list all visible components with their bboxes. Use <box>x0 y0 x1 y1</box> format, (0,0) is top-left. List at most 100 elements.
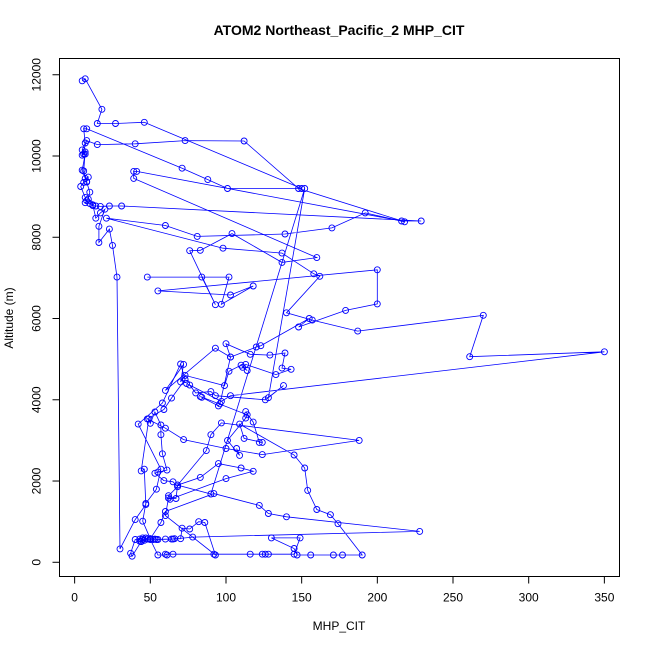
data-point <box>160 406 168 413</box>
data-point <box>140 465 148 473</box>
data-point <box>239 363 247 371</box>
data-point <box>131 140 139 148</box>
data-point <box>225 367 233 375</box>
x-tick-label: 50 <box>144 591 158 605</box>
data-point <box>264 394 272 402</box>
data-point <box>154 287 162 295</box>
data-point <box>280 382 287 390</box>
data-point <box>354 327 362 335</box>
x-tick-label: 100 <box>216 591 236 605</box>
data-point <box>373 300 381 308</box>
data-point <box>246 350 254 358</box>
data-point <box>84 173 92 181</box>
data-point <box>181 376 189 383</box>
data-point <box>161 386 169 394</box>
data-point <box>161 508 169 515</box>
data-point <box>221 382 228 390</box>
x-tick-label: 250 <box>443 591 463 605</box>
data-point <box>355 436 363 444</box>
data-point <box>287 365 295 373</box>
x-axis: 0 50 100 150 200 250 300 350 <box>71 576 615 605</box>
data-point <box>298 185 306 192</box>
data-point <box>272 371 280 379</box>
data-point <box>160 477 168 485</box>
x-tick-label: 0 <box>71 591 78 605</box>
data-point <box>151 408 159 416</box>
data-point <box>201 519 209 526</box>
x-tick-label: 350 <box>594 591 614 605</box>
data-point <box>83 137 91 145</box>
data-point <box>249 467 257 475</box>
data-point <box>310 270 318 278</box>
data-point <box>78 166 86 174</box>
x-tick-label: 200 <box>367 591 387 605</box>
data-point <box>93 141 101 149</box>
data-point <box>236 420 244 428</box>
data-point <box>398 217 406 225</box>
x-axis-label: MHP_CIT <box>313 619 366 633</box>
data-point <box>249 282 257 290</box>
data-point <box>157 519 165 526</box>
x-tick-label: 150 <box>292 591 312 605</box>
data-point <box>342 306 350 314</box>
y-axis-label: Altitude (m) <box>2 287 16 348</box>
data-point <box>83 178 91 186</box>
data-point <box>316 272 324 280</box>
data-point <box>177 535 185 543</box>
data-point <box>109 241 116 249</box>
data-point <box>224 185 231 192</box>
data-point <box>326 511 334 519</box>
y-tick-label: 8000 <box>30 224 44 251</box>
data-point <box>217 397 225 405</box>
data-point <box>242 408 250 416</box>
data-point <box>92 214 100 222</box>
data-point <box>301 185 309 192</box>
data-point <box>278 249 286 257</box>
data-point <box>96 209 104 217</box>
data-point <box>131 516 139 524</box>
data-point <box>225 273 233 281</box>
data-point <box>151 469 159 477</box>
data-point <box>174 481 182 489</box>
data-point <box>267 534 275 542</box>
data-point <box>264 510 272 517</box>
data-point <box>202 447 210 455</box>
data-point <box>118 202 126 210</box>
data-point <box>301 464 309 472</box>
data-point <box>252 343 260 351</box>
data-point <box>211 392 219 400</box>
data-point <box>133 167 141 175</box>
data-point <box>255 501 263 509</box>
data-point <box>258 438 266 446</box>
data-point <box>227 353 234 361</box>
data-point <box>112 120 119 127</box>
y-tick-label: 6000 <box>30 305 44 332</box>
data-point <box>89 201 97 209</box>
data-point <box>329 551 337 559</box>
data-point <box>154 536 162 543</box>
data-point <box>278 258 286 266</box>
data-point <box>186 247 194 255</box>
data-point <box>161 512 169 520</box>
data-point <box>134 420 142 428</box>
data-point <box>334 520 342 528</box>
data-point <box>290 451 298 459</box>
x-tick-label: 300 <box>519 591 539 605</box>
data-point <box>84 195 92 203</box>
data-point <box>196 473 204 481</box>
data-point <box>207 490 215 498</box>
data-point <box>283 309 290 317</box>
data-point <box>152 485 160 493</box>
data-point <box>217 300 225 308</box>
data-point <box>304 486 312 494</box>
data-point <box>95 239 103 246</box>
data-point <box>102 214 110 222</box>
data-point <box>233 445 241 452</box>
data-point <box>281 230 289 238</box>
data-point <box>165 494 172 502</box>
data-point <box>139 536 147 543</box>
data-point <box>255 438 263 446</box>
data-point <box>210 550 218 558</box>
data-point <box>204 176 212 184</box>
